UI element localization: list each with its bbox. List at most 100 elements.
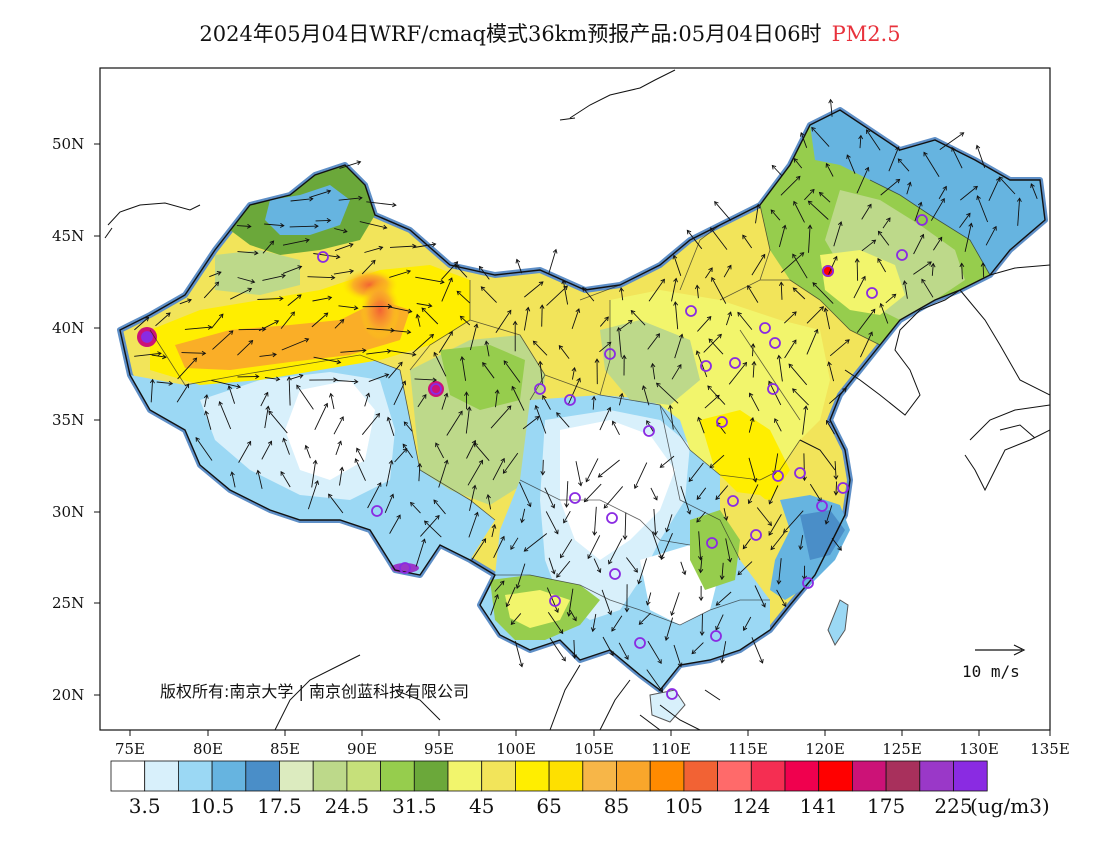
wind-vector-head xyxy=(624,655,629,660)
wind-vector-head xyxy=(807,200,813,206)
wind-vector xyxy=(264,406,269,429)
wind-vector-head xyxy=(819,306,825,311)
wind-vector xyxy=(487,494,492,510)
wind-vector-head xyxy=(236,384,242,389)
wind-vector-head xyxy=(782,602,787,608)
wind-vector-head xyxy=(253,250,259,256)
wind-vector xyxy=(856,309,876,333)
wind-vector-head xyxy=(604,316,609,322)
wind-vector xyxy=(533,340,548,356)
wind-vector-head xyxy=(407,308,413,314)
wind-vector xyxy=(778,558,782,584)
wind-vector xyxy=(853,276,866,299)
wind-vector-head xyxy=(637,579,642,585)
wind-vector xyxy=(492,458,505,481)
wind-vector-head xyxy=(280,471,285,476)
lat-label: 30N xyxy=(52,503,84,521)
wind-vector-head xyxy=(406,269,412,275)
wind-vector xyxy=(330,393,335,410)
wind-vector-head xyxy=(723,516,729,521)
wind-vector xyxy=(737,312,753,330)
wind-vector xyxy=(748,484,759,504)
wind-vector-head xyxy=(930,262,936,268)
wind-vector xyxy=(573,639,576,659)
lon-label: 80E xyxy=(193,740,223,758)
wind-vector xyxy=(469,324,478,351)
wind-vector xyxy=(503,360,521,383)
wind-vector-head xyxy=(356,160,362,166)
wind-vector xyxy=(601,589,612,615)
coastlines xyxy=(104,69,1050,730)
wind-vector xyxy=(951,147,963,169)
wind-vector-head xyxy=(802,476,807,482)
wind-vector xyxy=(482,362,495,379)
wind-vector-head xyxy=(432,377,438,383)
wind-vector xyxy=(494,580,505,592)
lat-label: 35N xyxy=(52,411,84,429)
wind-vector xyxy=(793,201,805,223)
wind-vector-head xyxy=(591,395,597,401)
wind-vector xyxy=(856,167,869,194)
city-marker xyxy=(564,394,576,406)
wind-vector-head xyxy=(650,362,656,368)
wind-vector-head xyxy=(686,509,692,515)
wind-vector-head xyxy=(783,528,788,534)
wind-vector xyxy=(1030,183,1038,199)
wind-vector xyxy=(339,161,361,169)
wind-vector-head xyxy=(596,568,602,574)
wind-vector-head xyxy=(168,380,174,386)
wind-vector-head xyxy=(534,416,540,421)
wind-vector-head xyxy=(218,313,224,319)
wind-vector xyxy=(705,267,713,279)
wind-vector xyxy=(296,384,314,410)
wind-vector xyxy=(264,223,284,227)
city-marker xyxy=(816,500,828,512)
wind-vector xyxy=(446,410,463,436)
colorbar-label: 3.5 xyxy=(129,794,161,818)
wind-vector xyxy=(311,312,328,328)
wind-vector xyxy=(548,557,555,574)
wind-scale-label: 10 m/s xyxy=(962,662,1020,681)
wind-vector-head xyxy=(297,265,303,270)
wind-vector-head xyxy=(826,419,831,425)
wind-vector-head xyxy=(272,352,277,358)
wind-vector xyxy=(788,363,808,386)
wind-vector-head xyxy=(871,239,877,245)
wind-vector-head xyxy=(518,662,524,668)
wind-vector xyxy=(833,221,842,247)
city-marker xyxy=(317,251,329,263)
wind-vector-head xyxy=(907,181,912,187)
wind-vector-head xyxy=(711,276,716,282)
wind-vector xyxy=(511,386,525,411)
wind-vector-head xyxy=(886,217,891,223)
wind-vector xyxy=(495,310,512,333)
wind-vector xyxy=(680,561,686,575)
wind-vector xyxy=(413,243,436,248)
lat-label: 20N xyxy=(52,686,84,704)
wind-vector xyxy=(812,282,834,304)
wind-vector xyxy=(556,412,570,428)
wind-vector xyxy=(195,437,213,461)
wind-vector xyxy=(313,253,340,258)
wind-vector xyxy=(933,237,943,251)
colorbar-label: 10.5 xyxy=(190,794,235,818)
wind-vector-head xyxy=(607,610,613,616)
wind-vector-head xyxy=(919,233,925,239)
wind-vector xyxy=(696,487,707,500)
wind-vector-head xyxy=(823,307,829,313)
wind-vector-head xyxy=(551,569,556,575)
lon-label: 130E xyxy=(959,740,999,758)
lon-label: 125E xyxy=(882,740,922,758)
wind-vector xyxy=(793,158,803,169)
wind-vector-head xyxy=(328,392,334,398)
wind-vector-head xyxy=(481,538,487,543)
wind-vector xyxy=(751,637,764,664)
wind-vector-head xyxy=(561,279,567,285)
wind-vector xyxy=(770,532,785,550)
wind-vector-head xyxy=(803,405,809,410)
city-marker xyxy=(549,595,561,607)
wind-vector xyxy=(652,363,656,380)
wind-vector xyxy=(524,281,544,298)
wind-vector xyxy=(715,485,729,500)
wind-vector xyxy=(859,135,862,149)
